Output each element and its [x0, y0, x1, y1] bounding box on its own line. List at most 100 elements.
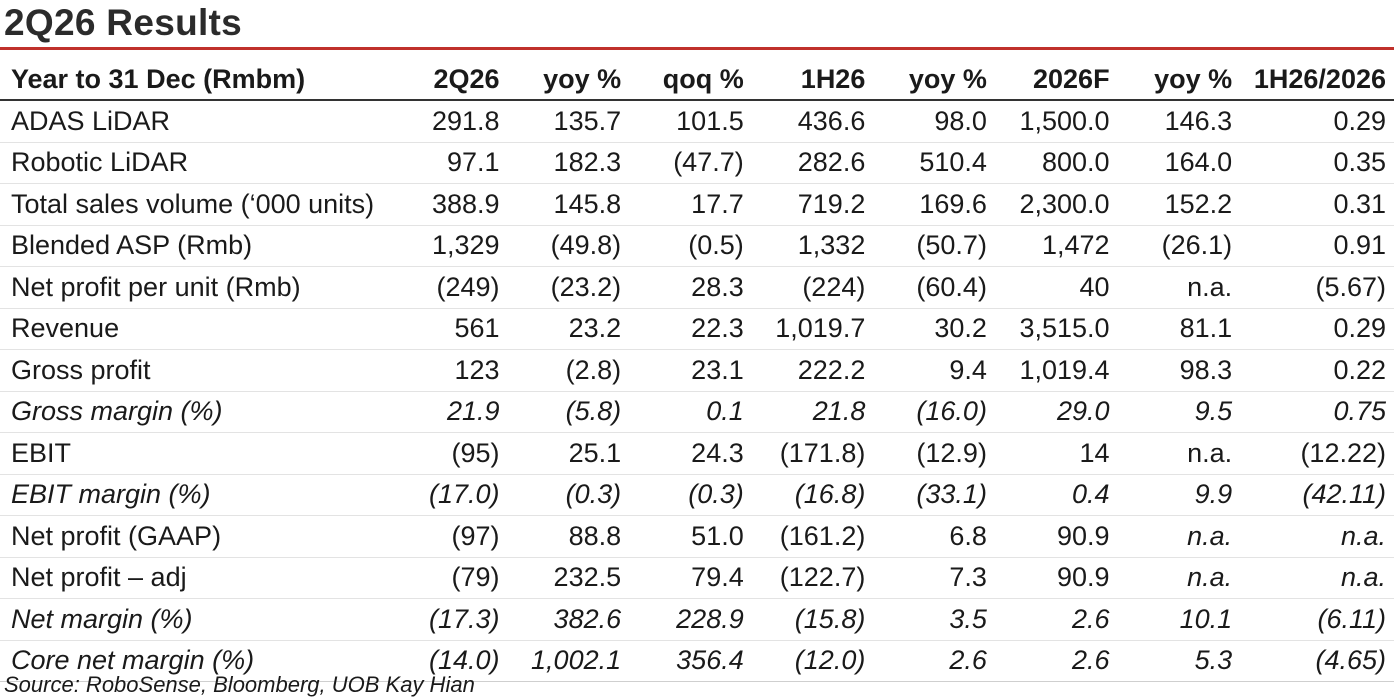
row-label: EBIT margin (%) — [0, 474, 386, 516]
table-cell: 88.8 — [502, 515, 625, 558]
table-cell: 0.75 — [1235, 391, 1394, 433]
table-cell: 1,329 — [385, 225, 503, 267]
table-cell: (5.67) — [1235, 266, 1394, 309]
table-cell: (97) — [385, 515, 503, 558]
table-cell: (0.3) — [624, 474, 747, 516]
table-cell: 0.91 — [1235, 225, 1394, 267]
table-cell: 1,019.4 — [989, 349, 1113, 392]
table-cell: 3,515.0 — [989, 308, 1113, 350]
header-2026f: 2026F — [989, 60, 1113, 101]
table-cell: 81.1 — [1112, 308, 1236, 350]
table-cell: (122.7) — [746, 557, 869, 599]
table-cell: 51.0 — [624, 515, 747, 558]
table-cell: (14.0) — [385, 640, 503, 682]
table-cell: 0.29 — [1235, 100, 1394, 143]
table-cell: 29.0 — [989, 391, 1113, 433]
table-row: Net margin (%) (17.3) 382.6 228.9 (15.8) 3.5 2… — [0, 598, 1394, 641]
table-cell: (26.1) — [1112, 225, 1236, 267]
table-cell: 98.0 — [868, 100, 990, 143]
row-label: Blended ASP (Rmb) — [0, 225, 386, 267]
title-divider — [0, 47, 1394, 50]
table-cell: 0.4 — [989, 474, 1113, 516]
table-cell: (33.1) — [868, 474, 990, 516]
table-cell: 222.2 — [746, 349, 869, 392]
table-cell: 23.1 — [624, 349, 747, 392]
table-cell: 2.6 — [989, 598, 1113, 641]
table-cell: (42.11) — [1235, 474, 1394, 516]
source-note: Source: RoboSense, Bloomberg, UOB Kay Hi… — [4, 672, 475, 697]
row-label: Net profit – adj — [0, 557, 386, 599]
table-cell: 1,002.1 — [502, 640, 625, 682]
table-cell: (47.7) — [624, 142, 747, 184]
header-yoy-2q26: yoy % — [502, 60, 625, 101]
table-cell: 1,500.0 — [989, 100, 1113, 143]
table-cell: 800.0 — [989, 142, 1113, 184]
header-yoy-2026f: yoy % — [1112, 60, 1236, 101]
table-cell: n.a. — [1112, 515, 1236, 558]
header-1h26: 1H26 — [746, 60, 869, 101]
row-label: Gross profit — [0, 349, 386, 392]
table-cell: (49.8) — [502, 225, 625, 267]
table-cell: (17.3) — [385, 598, 503, 641]
row-label: EBIT — [0, 432, 386, 475]
table-row: Net profit – adj (79) 232.5 79.4 (122.7) 7.3 9… — [0, 557, 1394, 599]
table-cell: 17.7 — [624, 183, 747, 226]
table-cell: 101.5 — [624, 100, 747, 143]
table-cell: (95) — [385, 432, 503, 475]
table-cell: 169.6 — [868, 183, 990, 226]
header-2q26: 2Q26 — [385, 60, 503, 101]
table-cell: 182.3 — [502, 142, 625, 184]
table-cell: 21.9 — [385, 391, 503, 433]
row-label: Net margin (%) — [0, 598, 386, 641]
table-cell: 232.5 — [502, 557, 625, 599]
row-label: Revenue — [0, 308, 386, 350]
table-cell: n.a. — [1112, 557, 1236, 599]
table-cell: 228.9 — [624, 598, 747, 641]
table-cell: (5.8) — [502, 391, 625, 433]
table-cell: 1,019.7 — [746, 308, 869, 350]
table-cell: n.a. — [1235, 557, 1394, 599]
header-yoy-1h26: yoy % — [868, 60, 990, 101]
table-cell: (23.2) — [502, 266, 625, 309]
table-row: Net profit per unit (Rmb) (249) (23.2) 28.3… — [0, 266, 1394, 309]
row-label: Net profit per unit (Rmb) — [0, 266, 386, 309]
table-cell: 9.9 — [1112, 474, 1236, 516]
row-label: Core net margin (%) — [0, 640, 386, 682]
table-cell: 0.22 — [1235, 349, 1394, 392]
table-cell: 90.9 — [989, 515, 1113, 558]
table-cell: 9.4 — [868, 349, 990, 392]
table-cell: 719.2 — [746, 183, 869, 226]
row-label: ADAS LiDAR — [0, 100, 386, 143]
table-cell: 0.31 — [1235, 183, 1394, 226]
table-cell: (171.8) — [746, 432, 869, 475]
table-row: EBIT margin (%) (17.0) (0.3) (0.3) (16.8) (33… — [0, 474, 1394, 516]
table-cell: 145.8 — [502, 183, 625, 226]
table-cell: n.a. — [1112, 266, 1236, 309]
table-cell: 7.3 — [868, 557, 990, 599]
table-row: Gross profit 123 (2.8) 23.1 222.2 9.4 1,019.4 9… — [0, 349, 1394, 392]
table-cell: 22.3 — [624, 308, 747, 350]
table-cell: 98.3 — [1112, 349, 1236, 392]
table-cell: 1,332 — [746, 225, 869, 267]
table-cell: (50.7) — [868, 225, 990, 267]
header-1h26-over-2026: 1H26/2026 — [1235, 60, 1394, 101]
table-cell: (249) — [385, 266, 503, 309]
table-cell: 291.8 — [385, 100, 503, 143]
table-cell: (12.9) — [868, 432, 990, 475]
table-cell: (15.8) — [746, 598, 869, 641]
table-cell: 21.8 — [746, 391, 869, 433]
table-cell: (4.65) — [1235, 640, 1394, 682]
table-cell: 97.1 — [385, 142, 503, 184]
table-cell: 436.6 — [746, 100, 869, 143]
header-label: Year to 31 Dec (Rmbm) — [0, 60, 386, 101]
table-cell: 123 — [385, 349, 503, 392]
table-cell: 382.6 — [502, 598, 625, 641]
table-cell: 30.2 — [868, 308, 990, 350]
table-cell: 356.4 — [624, 640, 747, 682]
table-cell: 510.4 — [868, 142, 990, 184]
table-cell: 79.4 — [624, 557, 747, 599]
header-row: Year to 31 Dec (Rmbm) 2Q26 yoy % qoq % 1… — [0, 60, 1394, 101]
table-cell: (224) — [746, 266, 869, 309]
table-cell: 0.29 — [1235, 308, 1394, 350]
table-cell: (0.3) — [502, 474, 625, 516]
